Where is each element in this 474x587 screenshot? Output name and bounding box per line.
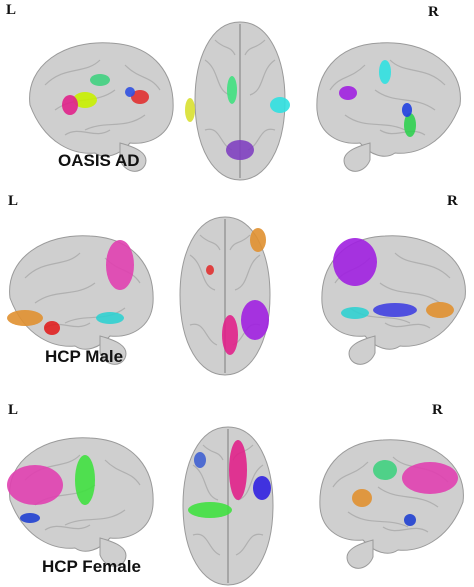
- region: [373, 303, 417, 317]
- region: [44, 321, 60, 335]
- side-label: L: [8, 193, 18, 209]
- row-3: L R HCP Female: [7, 402, 465, 586]
- brain-lateral: [319, 439, 465, 569]
- region: [250, 228, 266, 252]
- region: [426, 302, 454, 318]
- region: [131, 90, 149, 104]
- region: [373, 460, 397, 480]
- region: [229, 440, 247, 500]
- brain-lateral: [316, 42, 462, 172]
- regions: [7, 228, 454, 355]
- regions: [62, 60, 416, 160]
- region: [206, 265, 214, 275]
- group-label: HCP Female: [42, 557, 141, 576]
- region: [333, 238, 377, 286]
- region: [253, 476, 271, 500]
- region: [7, 465, 63, 505]
- region: [188, 502, 232, 518]
- region: [226, 140, 254, 160]
- region: [20, 513, 40, 523]
- region: [125, 87, 135, 97]
- region: [106, 240, 134, 290]
- side-label: R: [428, 4, 439, 20]
- region: [352, 489, 372, 507]
- group-label: HCP Male: [45, 347, 123, 366]
- region: [73, 92, 97, 108]
- region: [96, 312, 124, 324]
- row-2: L R HCP Male: [7, 193, 467, 376]
- region: [404, 514, 416, 526]
- region: [379, 60, 391, 84]
- side-label: L: [8, 402, 18, 418]
- region: [341, 307, 369, 319]
- region: [75, 455, 95, 505]
- region: [227, 76, 237, 104]
- side-label: R: [432, 402, 443, 418]
- region: [270, 97, 290, 113]
- region: [90, 74, 110, 86]
- region: [62, 95, 78, 115]
- row-1: L R OASIS AD: [6, 2, 462, 181]
- region: [339, 86, 357, 100]
- regions: [7, 440, 458, 526]
- side-label: L: [6, 2, 16, 18]
- region: [241, 300, 269, 340]
- region: [402, 103, 412, 117]
- side-label: R: [447, 193, 458, 209]
- region: [222, 315, 238, 355]
- region: [194, 452, 206, 468]
- region: [402, 462, 458, 494]
- region: [404, 113, 416, 137]
- region: [7, 310, 43, 326]
- group-label: OASIS AD: [58, 151, 140, 170]
- region: [185, 98, 195, 122]
